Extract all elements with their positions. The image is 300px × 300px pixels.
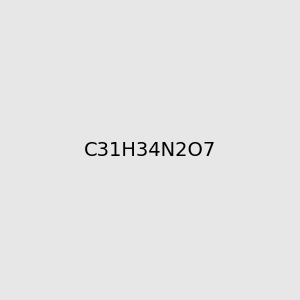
Text: C31H34N2O7: C31H34N2O7 <box>84 140 216 160</box>
